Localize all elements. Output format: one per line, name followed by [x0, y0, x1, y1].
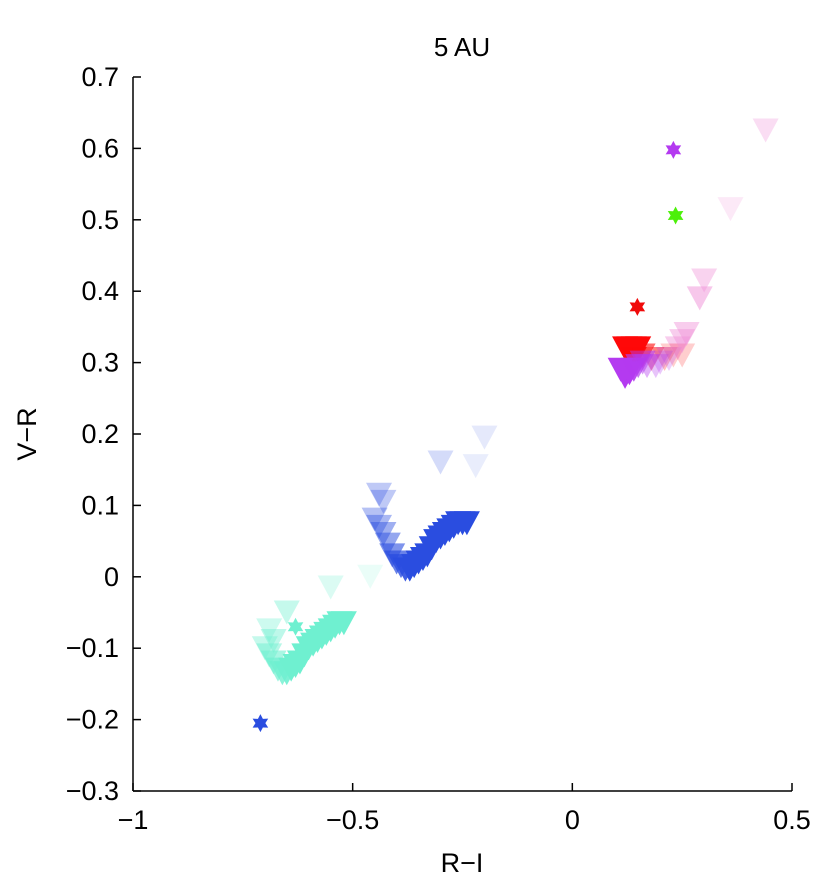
- triangle-data-point: [453, 511, 480, 536]
- triangle-data-point: [471, 425, 498, 450]
- triangle-data-point: [717, 197, 744, 222]
- triangle-data-point: [629, 350, 656, 375]
- triangle-data-point: [427, 450, 454, 475]
- x-tick-label: −0.5: [326, 805, 379, 835]
- y-tick-label: 0: [104, 562, 119, 592]
- triangle-data-point: [634, 354, 661, 379]
- star-data-point: [629, 297, 646, 316]
- y-tick-label: 0.2: [81, 419, 119, 449]
- x-tick-label: 0.5: [773, 805, 811, 835]
- triangle-data-point: [686, 286, 713, 311]
- triangle-data-point: [462, 454, 489, 479]
- triangle-data-point: [260, 629, 287, 654]
- triangle-data-point: [366, 514, 393, 539]
- star-data-point: [252, 714, 269, 733]
- triangle-data-point: [660, 343, 687, 368]
- y-axis-title: V−R: [12, 407, 42, 460]
- triangle-data-point: [273, 600, 300, 625]
- triangle-data-point: [361, 507, 388, 532]
- triangle-data-point: [647, 350, 674, 375]
- triangle-data-point: [370, 489, 397, 514]
- x-tick-label: 0: [565, 805, 580, 835]
- axes: [132, 77, 792, 792]
- triangle-data-point: [752, 118, 779, 143]
- triangle-data-point: [651, 347, 678, 372]
- y-tick-label: −0.2: [66, 705, 119, 735]
- x-tick-label: −1: [118, 805, 149, 835]
- y-tick-label: 0.6: [81, 133, 119, 163]
- y-tick-label: 0.1: [81, 490, 119, 520]
- triangle-data-point: [669, 329, 696, 354]
- star-data-point: [287, 617, 304, 636]
- triangle-data-point: [669, 343, 696, 368]
- triangle-data-point: [317, 575, 344, 600]
- plot-marks: [251, 118, 779, 733]
- triangle-data-point: [691, 268, 718, 293]
- chart-title: 5 AU: [434, 32, 490, 62]
- y-tick-label: −0.3: [66, 776, 119, 806]
- ticks: −1 −0.5 0 0.5 −0.3 −0.2 −0.1 0 0.1 0.2 0.3 0.4 0.5 0.…: [66, 62, 811, 835]
- y-tick-label: 0.3: [81, 348, 119, 378]
- triangle-data-point: [366, 482, 393, 507]
- triangle-data-point: [357, 564, 384, 589]
- triangle-data-point: [330, 611, 357, 636]
- x-axis-title: R−I: [441, 848, 484, 878]
- y-tick-label: 0.5: [81, 205, 119, 235]
- triangle-data-point: [673, 322, 700, 347]
- star-data-point: [667, 206, 684, 225]
- y-tick-label: 0.4: [81, 276, 119, 306]
- star-data-point: [665, 140, 682, 159]
- triangle-data-point: [256, 618, 283, 643]
- triangle-data-point: [655, 347, 682, 372]
- y-tick-label: −0.1: [66, 633, 119, 663]
- triangle-data-point: [664, 336, 691, 361]
- triangle-data-point: [642, 354, 669, 379]
- y-tick-label: 0.7: [81, 62, 119, 92]
